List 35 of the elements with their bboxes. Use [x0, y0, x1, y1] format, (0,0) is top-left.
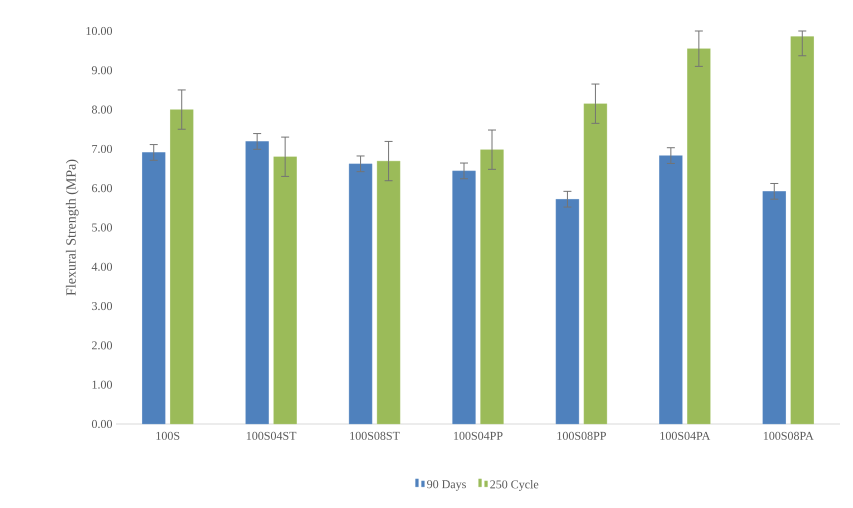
x-tick-label: 100S08PP — [557, 432, 606, 440]
bar — [556, 198, 580, 424]
y-tick-label: 5.00 — [92, 223, 112, 232]
bar — [659, 155, 683, 424]
bar — [687, 48, 711, 424]
y-tick-label: 2.00 — [92, 341, 112, 350]
x-tick-label: 100S08PA — [764, 432, 814, 440]
bar — [790, 36, 814, 424]
x-tick-label: 100S04ST — [246, 432, 296, 440]
bar — [376, 160, 400, 424]
bar — [142, 152, 166, 424]
x-tick-label: 100S04PP — [454, 432, 503, 440]
y-tick-label: 0.00 — [92, 420, 112, 428]
y-tick-label: 6.00 — [92, 184, 112, 192]
x-tick-label: 100S04PA — [660, 432, 710, 440]
bar — [273, 156, 297, 424]
bar — [170, 109, 194, 424]
x-tick-label: 100S08ST — [350, 432, 400, 440]
y-axis-title: Flexural Strength (MPa) — [66, 160, 79, 296]
y-tick-label: 1.00 — [92, 380, 112, 389]
bar — [245, 141, 269, 424]
y-tick-label: 9.00 — [92, 66, 112, 74]
y-tick-label: 10.00 — [86, 26, 112, 36]
bar — [480, 149, 504, 424]
bar — [452, 170, 476, 424]
y-tick-label: 8.00 — [92, 106, 112, 114]
y-tick-label: 3.00 — [92, 302, 112, 310]
legend-label: 250 Cycle — [490, 480, 538, 491]
x-tick-label: 100S — [156, 432, 180, 440]
legend-label: 90 Days — [427, 480, 466, 491]
y-tick-label: 4.00 — [92, 262, 112, 271]
bar — [762, 191, 786, 424]
bar — [348, 164, 372, 424]
bar — [584, 103, 608, 424]
y-tick-label: 7.00 — [92, 144, 112, 153]
